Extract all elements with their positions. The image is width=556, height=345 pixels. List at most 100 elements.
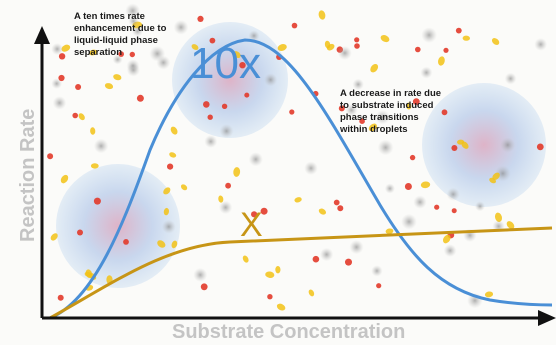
red-particle (354, 43, 360, 49)
red-particle (267, 294, 273, 300)
yellow-particle (265, 271, 275, 278)
red-particle (207, 114, 213, 120)
red-particle (443, 47, 449, 53)
red-particle (337, 205, 344, 212)
enhancement-line: liquid-liquid phase (74, 35, 158, 46)
red-particle (118, 51, 124, 57)
yellow-particle (180, 184, 188, 191)
red-particle (47, 153, 54, 160)
yellow-particle (438, 56, 445, 66)
yellow-particle (494, 212, 503, 223)
yellow-particle (457, 139, 465, 145)
red-particle (289, 109, 295, 115)
decrease-line: to substrate induced (340, 100, 434, 111)
grey-particle (193, 267, 208, 282)
enhancement-line: enhancement due to (74, 23, 167, 34)
grey-particle (384, 183, 395, 194)
y-axis-label: Reaction Rate (17, 109, 39, 242)
red-particle (197, 15, 204, 22)
red-particle (58, 53, 66, 60)
grey-particle (413, 195, 427, 209)
red-particle (260, 207, 268, 215)
axes (34, 26, 556, 326)
grey-particle (161, 219, 176, 234)
grey-particle (443, 244, 457, 257)
yellow-particle (491, 38, 500, 45)
yellow-particle (90, 163, 99, 169)
enhancement-line: separation (74, 47, 122, 58)
yellow-particle (462, 35, 470, 41)
grey-particle (264, 73, 278, 87)
yellow-particle (326, 43, 335, 51)
grey-particle (248, 152, 263, 167)
red-particle (72, 112, 78, 119)
red-particle (75, 84, 82, 90)
yellow-particle (406, 102, 412, 110)
red-particle (354, 37, 360, 43)
grey-particle (52, 96, 67, 110)
grey-particle (125, 3, 141, 19)
yellow-particle (61, 44, 71, 52)
grey-particle (132, 25, 143, 37)
yellow-particle (294, 197, 302, 203)
yellow-particle (60, 174, 69, 184)
grey-particle (500, 137, 516, 153)
grey-particle (420, 66, 433, 79)
decrease-line: A decrease in rate due (340, 88, 441, 99)
yellow-particle (50, 233, 58, 241)
red-particle (136, 94, 144, 102)
red-particle (221, 103, 228, 110)
red-particle (200, 283, 208, 291)
red-particle (441, 109, 448, 116)
red-particle (415, 46, 421, 53)
yellow-particle (506, 221, 515, 230)
red-particle (376, 283, 382, 289)
red-particle (409, 154, 416, 161)
grey-particle (204, 135, 218, 148)
y-axis-arrow (34, 26, 50, 44)
yellow-particle (484, 291, 494, 298)
grey-particle (126, 59, 140, 73)
droplet-left (56, 164, 180, 288)
red-particle (239, 61, 246, 69)
yellow-particle (308, 289, 315, 297)
yellow-particle (78, 113, 85, 121)
red-particle (251, 211, 258, 218)
grey-particle (475, 201, 485, 212)
yellow-particle (163, 187, 171, 195)
yellow-particle (370, 63, 379, 73)
grey-particle (149, 45, 166, 62)
red-particle (312, 255, 320, 263)
grey-particle (93, 138, 109, 154)
red-particle (244, 92, 250, 98)
red-particle (77, 229, 83, 236)
enhancement-annotation: A ten times rate enhancement due to liqu… (74, 11, 169, 58)
yellow-particle (275, 266, 281, 274)
grey-particle (319, 247, 334, 262)
grey-particle (377, 139, 394, 156)
yellow-particle (191, 44, 199, 51)
yellow-particle (492, 172, 500, 180)
yellow-particle (233, 51, 241, 59)
yellow-particle (218, 195, 224, 203)
yellow-particle (163, 207, 170, 216)
red-particle (345, 258, 352, 266)
decrease-annotation: A decrease in rate due to substrate indu… (339, 88, 444, 135)
red-particle (359, 118, 365, 124)
yellow-particle (276, 303, 286, 311)
yellow-particle (113, 74, 122, 81)
grey-particle (51, 43, 64, 55)
yellow-particle (420, 181, 431, 189)
curve-peak (49, 38, 553, 320)
enhancement-line: A ten times rate (74, 11, 145, 22)
droplet-right (422, 83, 546, 207)
grey-particle (112, 54, 123, 65)
x-axis-arrow (538, 310, 556, 326)
decrease-line: within droplets (339, 124, 408, 135)
peak-label: 10x (190, 39, 261, 88)
droplets (56, 22, 546, 288)
droplet-peak (172, 22, 288, 138)
red-particle (291, 22, 298, 29)
grey-particle (371, 265, 383, 277)
